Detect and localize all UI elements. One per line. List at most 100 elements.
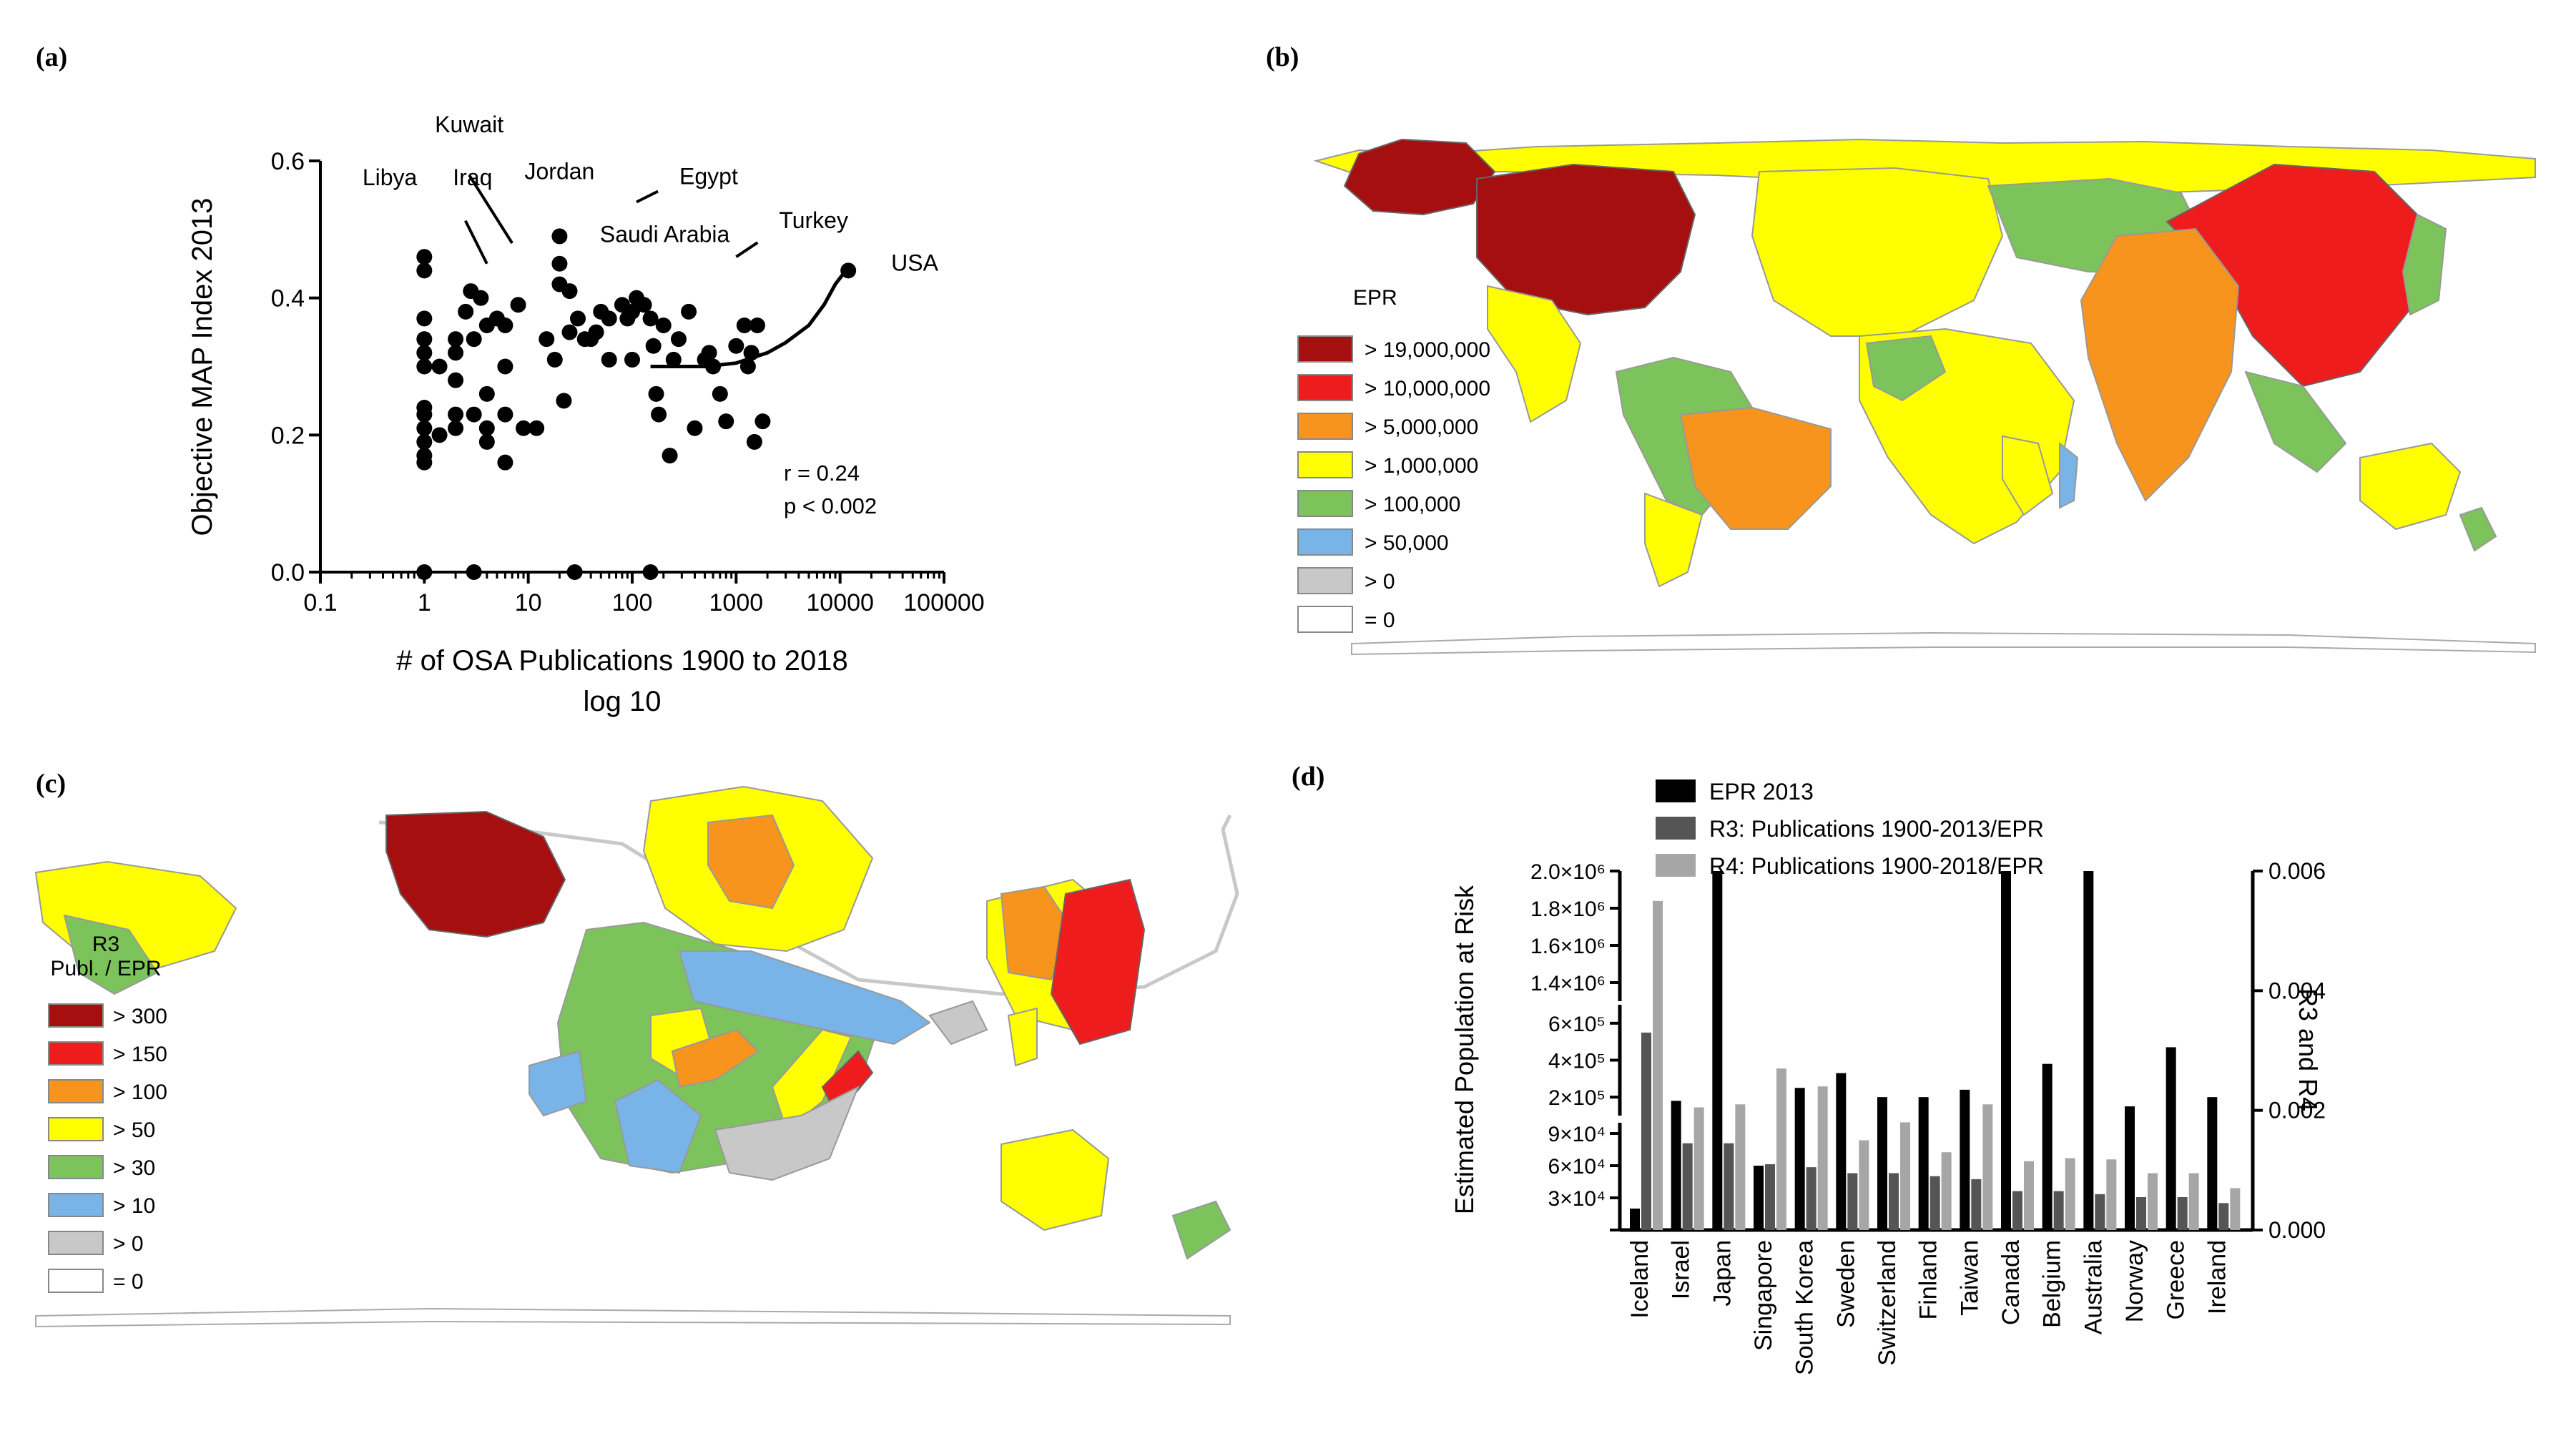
y-tick-label-left: 1.4×10⁶ [1530, 972, 1606, 995]
map-c-legend-swatch [48, 1003, 104, 1028]
data-point [466, 406, 482, 423]
bar-r3 [2053, 1191, 2064, 1230]
data-point [466, 331, 482, 348]
annotation-label: Saudi Arabia [600, 221, 730, 247]
bar-r3 [2012, 1191, 2022, 1230]
bar-r4 [2065, 1158, 2075, 1230]
data-point [601, 310, 617, 327]
data-point [497, 454, 513, 471]
data-point [556, 393, 572, 409]
data-point [473, 290, 489, 306]
x-category-label: Iceland [1626, 1240, 1653, 1319]
bar-r4 [2230, 1188, 2241, 1230]
x-category-label: Canada [1997, 1240, 2025, 1325]
bar-r4 [1817, 1086, 1828, 1230]
map-c-legend-swatch [48, 1117, 104, 1141]
x-tick-label-a: 1 [418, 589, 431, 616]
map-c-legend-swatch [48, 1079, 104, 1103]
stat-p: p < 0.002 [784, 493, 877, 518]
data-point [510, 297, 526, 313]
bar-r4 [1941, 1152, 1952, 1230]
map-c-legend-swatch [48, 1269, 104, 1293]
annotation-label: USA [891, 250, 938, 275]
data-point [416, 564, 433, 580]
map-b-legend-swatch [1297, 606, 1353, 633]
bar-r3 [1929, 1176, 1940, 1230]
panel-label-a: (a) [36, 42, 67, 72]
map-c-central-europe [678, 950, 931, 1046]
y-axis-label-a: Objective MAP Index 2013 [187, 198, 218, 536]
map-b-southeast-asia [2244, 370, 2347, 473]
data-point [466, 564, 482, 580]
data-point [478, 385, 495, 402]
x-category-label: Finland [1915, 1240, 1942, 1320]
y-tick-label-left: 3×10⁴ [1548, 1187, 1606, 1211]
bar-r3 [2218, 1203, 2229, 1230]
x-category-label: Taiwan [1956, 1240, 1983, 1316]
y-tick-label-left: 2×10⁵ [1548, 1086, 1606, 1110]
map-c-legend-label: > 10 [113, 1194, 155, 1218]
cartogram-map-b: EPR > 19,000,000 > 10,000,000 > 5,000,000 >… [1297, 138, 2536, 656]
bar-r4 [2148, 1173, 2158, 1230]
bar-r3 [2177, 1196, 2188, 1230]
data-point [655, 318, 672, 333]
bar-epr [1794, 1088, 1805, 1230]
x-category-label: Ireland [2203, 1240, 2231, 1314]
y-tick-label-left: 1.8×10⁶ [1530, 897, 1606, 921]
map-b-madagascar [2059, 441, 2079, 509]
map-b-legend-swatch [1297, 490, 1353, 517]
bar-epr [2207, 1097, 2218, 1230]
panel-label-b: (b) [1266, 42, 1299, 72]
data-point [648, 385, 664, 402]
data-point [516, 420, 532, 436]
map-b-legend-label: > 100,000 [1365, 493, 1460, 516]
data-point [570, 310, 586, 327]
data-point [701, 345, 717, 361]
bar-r4 [2106, 1159, 2117, 1230]
bar-r3 [1847, 1173, 1858, 1230]
data-point [529, 420, 545, 436]
bar-epr [2165, 1047, 2176, 1230]
data-point [566, 564, 583, 580]
data-point [601, 351, 617, 368]
x-tick-label-a: 0.1 [303, 589, 337, 616]
x-tick-label-a: 10000 [806, 589, 874, 616]
bar-epr [1960, 1089, 1970, 1230]
data-point [416, 433, 433, 450]
map-c-usa [63, 914, 159, 995]
x-category-label: Japan [1709, 1240, 1736, 1307]
data-point [636, 297, 652, 313]
legend-label-d: EPR 2013 [1709, 779, 1814, 805]
data-point [448, 420, 464, 436]
map-b-europe-russia [1751, 167, 2004, 337]
map-c-legend-title-1: R3 [92, 933, 119, 956]
data-point [624, 303, 640, 320]
data-point [539, 331, 555, 348]
map-c-spain [614, 1078, 702, 1174]
y-tick-label-left: 6×10⁴ [1548, 1155, 1606, 1179]
data-point [448, 406, 464, 423]
bar-r4 [1693, 1107, 1704, 1230]
data-point [416, 331, 433, 348]
data-point [478, 420, 495, 436]
map-b-legend-label: > 50,000 [1365, 531, 1449, 555]
y-tick-label-a: 0.6 [271, 148, 305, 175]
map-b-legend-label: = 0 [1365, 609, 1395, 632]
map-b-legend-swatch [1297, 451, 1353, 478]
annotation-label: Egypt [679, 164, 738, 190]
data-point [416, 345, 433, 361]
bar-r4 [1776, 1068, 1786, 1230]
data-point [645, 338, 662, 354]
data-point [743, 345, 759, 361]
y-tick-label-left: 1.6×10⁶ [1530, 935, 1606, 958]
map-b-legend-swatch [1297, 335, 1353, 363]
x-category-label: South Korea [1791, 1240, 1819, 1375]
map-b-legend-swatch [1297, 374, 1353, 401]
map-b-legend-label: > 1,000,000 [1365, 454, 1478, 478]
data-point [551, 228, 568, 245]
map-b-south-africa [2002, 435, 2054, 516]
map-c-finland [707, 814, 795, 910]
data-point [497, 358, 513, 375]
bar-r3 [1765, 1164, 1775, 1230]
annotation-label: Jordan [524, 158, 594, 184]
